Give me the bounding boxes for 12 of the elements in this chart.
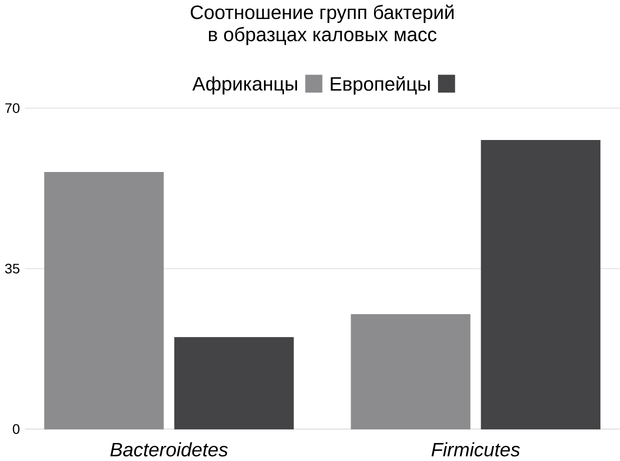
x-tick-label: Firmicutes bbox=[432, 442, 520, 456]
chart-title: Соотношение групп бактерий в образцах каловых масс bbox=[190, 4, 454, 46]
bar bbox=[44, 172, 164, 430]
y-tick-label: 70 bbox=[5, 103, 20, 113]
y-tick-label: 35 bbox=[5, 264, 20, 274]
legend-label: Африканцы bbox=[192, 76, 298, 94]
x-tick-label: Bacteroidetes bbox=[110, 442, 228, 456]
legend-label: Европейцы bbox=[330, 76, 430, 95]
bar bbox=[350, 314, 470, 430]
bar bbox=[480, 140, 600, 430]
bar bbox=[174, 337, 294, 430]
y-tick-label: 0 bbox=[12, 424, 20, 434]
